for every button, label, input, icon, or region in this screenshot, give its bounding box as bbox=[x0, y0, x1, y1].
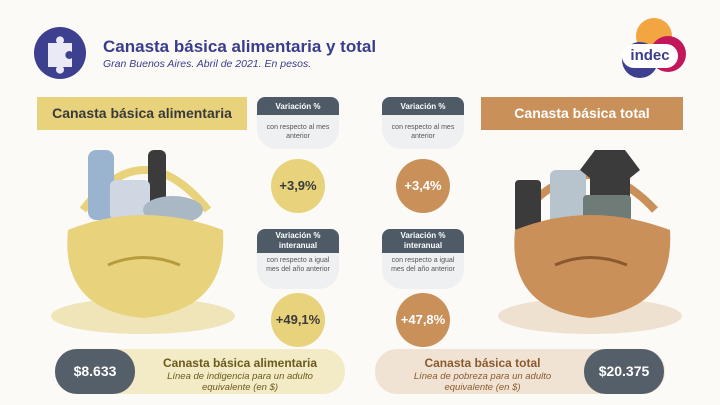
left-monthly-value: +3,9% bbox=[271, 159, 325, 213]
indec-logo-text: indec bbox=[622, 44, 678, 68]
right-yearly-value: +47,8% bbox=[396, 293, 450, 347]
page-title: Canasta básica alimentaria y total bbox=[103, 37, 377, 56]
left-yearly-title-box: Variación % interanual bbox=[257, 229, 339, 253]
puzzle-icon bbox=[48, 36, 72, 74]
left-yearly-desc: con respecto a igual mes del año anterio… bbox=[257, 253, 339, 289]
bottom-title-alimentaria: Canasta básica alimentaria bbox=[162, 356, 318, 370]
right-yearly-desc: con respecto a igual mes del año anterio… bbox=[382, 253, 464, 289]
right-yearly-title-box: Variación % interanual bbox=[382, 229, 464, 253]
band-label-alimentaria: Canasta básica alimentaria bbox=[37, 97, 247, 130]
header-puzzle-badge bbox=[34, 27, 86, 79]
left-monthly-title-box: Variación % bbox=[257, 97, 339, 115]
right-monthly-value: +3,4% bbox=[396, 159, 450, 213]
bottom-desc-alimentaria: Línea de indigencia para un adulto equiv… bbox=[167, 371, 313, 393]
left-yearly-title: Variación % interanual bbox=[275, 231, 321, 250]
band-label-total: Canasta básica total bbox=[481, 97, 683, 130]
food-basket-illustration bbox=[51, 150, 235, 334]
bottom-title-total: Canasta básica total bbox=[424, 356, 541, 370]
right-monthly-title: Variación % bbox=[400, 102, 446, 111]
left-monthly-desc: con respecto al mes anterior bbox=[257, 115, 339, 149]
left-yearly-value: +49,1% bbox=[271, 293, 325, 347]
right-yearly-title: Variación % interanual bbox=[400, 231, 446, 250]
bottom-desc-total: Línea de pobreza para un adulto equivale… bbox=[413, 371, 552, 393]
total-basket-illustration bbox=[498, 150, 682, 334]
page-subtitle: Gran Buenos Aires. Abril de 2021. En pes… bbox=[103, 58, 312, 70]
right-monthly-title-box: Variación % bbox=[382, 97, 464, 115]
amount-total: $20.375 bbox=[584, 349, 664, 394]
amount-alimentaria: $8.633 bbox=[55, 349, 135, 394]
right-monthly-desc: con respecto al mes anterior bbox=[382, 115, 464, 149]
left-monthly-title: Variación % bbox=[275, 102, 321, 111]
